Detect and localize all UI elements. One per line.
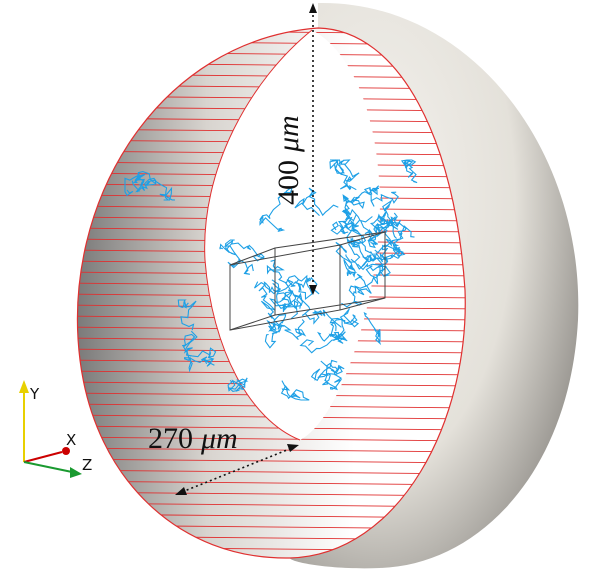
fiber — [282, 381, 310, 400]
fiber — [220, 240, 264, 261]
figure: 400μm 270μm Y X Z — [0, 0, 593, 572]
axis-label-z: Z — [82, 456, 92, 474]
annotation-400: 400μm — [272, 115, 305, 205]
axis-label-y: Y — [29, 385, 40, 403]
fiber — [319, 360, 342, 389]
axes-triad: Y X Z — [19, 380, 92, 478]
fiber — [330, 308, 358, 331]
fiber — [344, 255, 356, 277]
page: 400μm 270μm Y X Z (() => { const data = … — [0, 0, 593, 572]
fiber — [265, 319, 284, 347]
axis-label-x: X — [66, 431, 76, 449]
